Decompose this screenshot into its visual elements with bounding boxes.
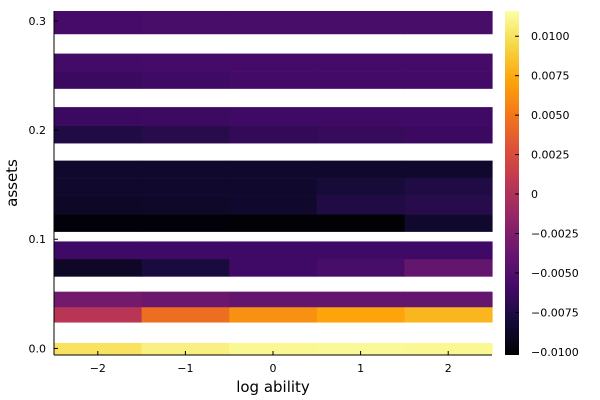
heatmap-cell-r12-c1	[141, 53, 230, 72]
heatmap-cell-r2-c3	[316, 291, 405, 308]
heatmap-cell-r10-c0	[54, 107, 143, 126]
heatmap-cell-r0-c0	[54, 342, 143, 356]
heatmap-cell-r5-c1	[141, 214, 230, 232]
heatmap-cell-r8-c3	[316, 160, 405, 179]
colorbar-gradient	[505, 11, 519, 355]
heatmap-cell-r7-c1	[141, 178, 230, 196]
colorbar-tick-label: 0.0075	[531, 70, 570, 83]
heatmap-cell-r5-c0	[54, 214, 143, 232]
colorbar-tick-label: 0.0100	[531, 30, 570, 43]
heatmap-cell-r1-c1	[141, 306, 230, 323]
heatmap-cell-r1-c2	[229, 306, 318, 323]
heatmap-cell-r12-c3	[316, 53, 405, 72]
heatmap-cell-r7-c3	[316, 178, 405, 196]
x-tick-label: 1	[357, 362, 364, 375]
x-tick-label: 0	[270, 362, 277, 375]
heatmap-cell-r0-c3	[316, 342, 405, 356]
colorbar-tick-label: 0	[531, 188, 538, 201]
y-tick-label: 0.1	[29, 233, 47, 246]
x-tick-label: −1	[177, 362, 193, 375]
heatmap-cell-r0-c1	[141, 342, 230, 356]
heatmap-cell-r9-c4	[404, 125, 493, 144]
heatmap-cell-r6-c2	[229, 195, 318, 215]
heatmap-cell-r6-c1	[141, 195, 230, 215]
colorbar-tick-label: 0.0025	[531, 149, 570, 162]
heatmap-cell-r7-c0	[54, 178, 143, 196]
heatmap-cell-r13-c2	[229, 11, 318, 35]
heatmap-cell-r0-c2	[229, 342, 318, 356]
heatmap-cell-r9-c1	[141, 125, 230, 144]
colorbar-tick-label: −0.0100	[531, 346, 579, 359]
heatmap-cell-r10-c1	[141, 107, 230, 126]
heatmap-cell-r4-c2	[229, 241, 318, 260]
heatmap-cell-r11-c1	[141, 71, 230, 89]
y-tick-label: 0.2	[29, 124, 47, 137]
colorbar-tick-label: −0.0050	[531, 267, 579, 280]
heatmap-cell-r12-c4	[404, 53, 493, 72]
x-axis-label: log ability	[236, 378, 310, 396]
heatmap-cell-r13-c1	[141, 11, 230, 35]
heatmap-cell-r10-c3	[316, 107, 405, 126]
heatmap-cell-r3-c0	[54, 258, 143, 277]
heatmap-cell-r6-c4	[404, 195, 493, 215]
heatmap-cell-r1-c0	[54, 306, 143, 323]
heatmap-cell-r5-c4	[404, 214, 493, 232]
heatmap-cell-r4-c3	[316, 241, 405, 260]
heatmap-cell-r6-c3	[316, 195, 405, 215]
heatmap-cell-r9-c3	[316, 125, 405, 144]
heatmap-cells	[54, 11, 493, 356]
heatmap-cell-r10-c4	[404, 107, 493, 126]
heatmap-cell-r3-c4	[404, 258, 493, 277]
heatmap-cell-r12-c2	[229, 53, 318, 72]
y-axis-ticks: 0.0 0.1 0.2 0.3	[29, 15, 58, 355]
heatmap-cell-r9-c2	[229, 125, 318, 144]
heatmap-cell-r1-c4	[404, 306, 493, 323]
colorbar-ticks: −0.0100 −0.0075 −0.0050 −0.0025 0 0.0025 0.005…	[515, 30, 579, 359]
heatmap-cell-r10-c2	[229, 107, 318, 126]
heatmap-cell-r11-c3	[316, 71, 405, 89]
heatmap-cell-r2-c1	[141, 291, 230, 308]
heatmap-cell-r11-c0	[54, 71, 143, 89]
heatmap-cell-r7-c2	[229, 178, 318, 196]
heatmap-cell-r13-c4	[404, 11, 493, 35]
heatmap-cell-r13-c3	[316, 11, 405, 35]
heatmap-cell-r1-c3	[316, 306, 405, 323]
heatmap-cell-r7-c4	[404, 178, 493, 196]
x-axis-ticks: −2 −1 0 1 2	[90, 351, 452, 375]
heatmap-cell-r8-c4	[404, 160, 493, 179]
heatmap-cell-r2-c2	[229, 291, 318, 308]
heatmap-cell-r8-c1	[141, 160, 230, 179]
heatmap-cell-r0-c4	[404, 342, 493, 356]
heatmap-cell-r2-c0	[54, 291, 143, 308]
x-tick-label: 2	[445, 362, 452, 375]
colorbar-tick-label: −0.0075	[531, 306, 579, 319]
heatmap-cell-r6-c0	[54, 195, 143, 215]
colorbar: −0.0100 −0.0075 −0.0050 −0.0025 0 0.0025 0.005…	[505, 11, 579, 359]
heatmap-cell-r3-c1	[141, 258, 230, 277]
heatmap-cell-r9-c0	[54, 125, 143, 144]
heatmap-cell-r2-c4	[404, 291, 493, 308]
heatmap-cell-r5-c2	[229, 214, 318, 232]
heatmap-cell-r4-c1	[141, 241, 230, 260]
heatmap-cell-r8-c0	[54, 160, 143, 179]
y-tick-label: 0.0	[29, 342, 47, 355]
colorbar-tick-label: −0.0025	[531, 227, 579, 240]
heatmap-cell-r4-c4	[404, 241, 493, 260]
heatmap-cell-r8-c2	[229, 160, 318, 179]
heatmap-cell-r11-c2	[229, 71, 318, 89]
heatmap-cell-r3-c2	[229, 258, 318, 277]
heatmap-cell-r12-c0	[54, 53, 143, 72]
heatmap-cell-r13-c0	[54, 11, 143, 35]
heatmap-cell-r3-c3	[316, 258, 405, 277]
x-tick-label: −2	[90, 362, 106, 375]
y-tick-label: 0.3	[29, 15, 47, 28]
heatmap-cell-r11-c4	[404, 71, 493, 89]
heatmap-cell-r5-c3	[316, 214, 405, 232]
heatmap-cell-r4-c0	[54, 241, 143, 260]
y-axis-label: assets	[3, 159, 21, 207]
colorbar-tick-label: 0.0050	[531, 109, 570, 122]
